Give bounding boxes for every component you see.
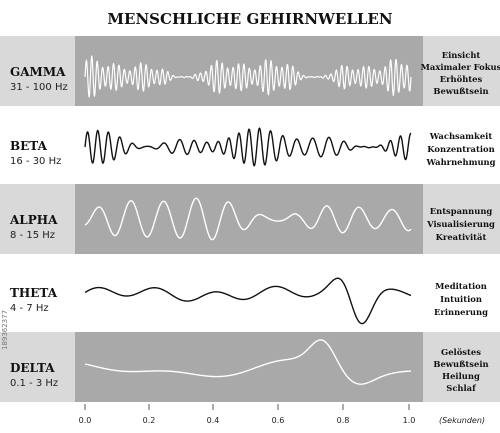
band-delta-wave-bg bbox=[75, 332, 423, 402]
theta-wave bbox=[84, 277, 412, 325]
band-theta-desc-2: Intuition bbox=[440, 294, 482, 304]
band-delta-range: 0.1 - 3 Hz bbox=[10, 378, 58, 389]
band-delta-desc-4: Schlaf bbox=[446, 383, 477, 393]
band-alpha-wave-bg bbox=[75, 184, 423, 254]
band-alpha: ALPHA 8 - 15 Hz Entspannung Visualisieru… bbox=[0, 184, 500, 254]
band-theta-range: 4 - 7 Hz bbox=[10, 303, 49, 314]
band-delta-name: DELTA bbox=[10, 361, 55, 375]
band-beta-wave-bg bbox=[75, 110, 423, 180]
tick-label-1: 0.2 bbox=[143, 416, 156, 425]
band-gamma-desc-bg bbox=[423, 36, 500, 106]
band-delta-desc-bg bbox=[423, 332, 500, 402]
band-theta: THETA 4 - 7 Hz Meditation Intuition Erin… bbox=[0, 258, 500, 328]
band-theta-desc-bg bbox=[423, 258, 500, 328]
axis-unit-label: (Sekunden) bbox=[439, 416, 485, 425]
delta-wave bbox=[84, 339, 412, 385]
alpha-wave bbox=[84, 197, 412, 241]
band-beta-desc-bg bbox=[423, 110, 500, 180]
band-theta-wave-bg bbox=[75, 258, 423, 328]
band-theta-name: THETA bbox=[10, 286, 58, 300]
band-beta-label-bg bbox=[0, 110, 75, 180]
band-gamma-label-bg bbox=[0, 36, 75, 106]
watermark-id: 189362377 bbox=[1, 310, 9, 350]
band-gamma-name: GAMMA bbox=[10, 65, 66, 79]
band-gamma-desc-3: Erhöhtes bbox=[440, 74, 483, 84]
tick-label-0: 0.0 bbox=[79, 416, 92, 425]
beta-wave bbox=[84, 127, 412, 167]
band-alpha-desc-3: Kreativität bbox=[436, 232, 487, 242]
band-alpha-name: ALPHA bbox=[9, 213, 58, 227]
band-delta-desc-2: Bewußtsein bbox=[433, 359, 488, 369]
band-theta-desc-1: Meditation bbox=[435, 281, 487, 291]
band-delta-label-bg bbox=[0, 332, 75, 402]
band-alpha-label-bg bbox=[0, 184, 75, 254]
band-delta: DELTA 0.1 - 3 Hz Gelöstes Bewußtsein Hei… bbox=[0, 332, 500, 402]
band-delta-desc-3: Heilung bbox=[442, 371, 480, 381]
band-gamma-range: 31 - 100 Hz bbox=[10, 82, 68, 93]
band-alpha-desc-2: Visualisierung bbox=[426, 219, 495, 229]
tick-label-2: 0.4 bbox=[207, 416, 220, 425]
diagram-title: MENSCHLICHE GEHIRNWELLEN bbox=[107, 10, 392, 28]
band-beta: BETA 16 - 30 Hz Wachsamkeit Konzentratio… bbox=[0, 110, 500, 180]
tick-label-5: 1.0 bbox=[403, 416, 416, 425]
band-delta-desc-1: Gelöstes bbox=[441, 347, 481, 357]
band-gamma-desc-2: Maximaler Fokus bbox=[421, 62, 500, 72]
gamma-wave bbox=[84, 55, 412, 99]
band-beta-desc-1: Wachsamkeit bbox=[429, 131, 493, 141]
band-alpha-desc-bg bbox=[423, 184, 500, 254]
time-axis: 0.0 0.2 0.4 0.6 0.8 1.0 (Sekunden) bbox=[79, 404, 485, 425]
band-theta-label-bg bbox=[0, 258, 75, 328]
tick-label-3: 0.6 bbox=[272, 416, 285, 425]
band-beta-desc-3: Wahrnehmung bbox=[425, 157, 495, 167]
band-beta-name: BETA bbox=[10, 139, 48, 153]
band-gamma-desc-4: Bewußtsein bbox=[433, 86, 488, 96]
tick-label-4: 0.8 bbox=[337, 416, 350, 425]
band-beta-desc-2: Konzentration bbox=[427, 144, 494, 154]
band-gamma: GAMMA 31 - 100 Hz Einsicht Maximaler Fok… bbox=[0, 36, 500, 106]
band-alpha-range: 8 - 15 Hz bbox=[10, 230, 55, 241]
band-gamma-desc-1: Einsicht bbox=[442, 50, 481, 60]
band-theta-desc-3: Erinnerung bbox=[434, 307, 488, 317]
band-alpha-desc-1: Entspannung bbox=[430, 206, 493, 216]
band-beta-range: 16 - 30 Hz bbox=[10, 156, 61, 167]
